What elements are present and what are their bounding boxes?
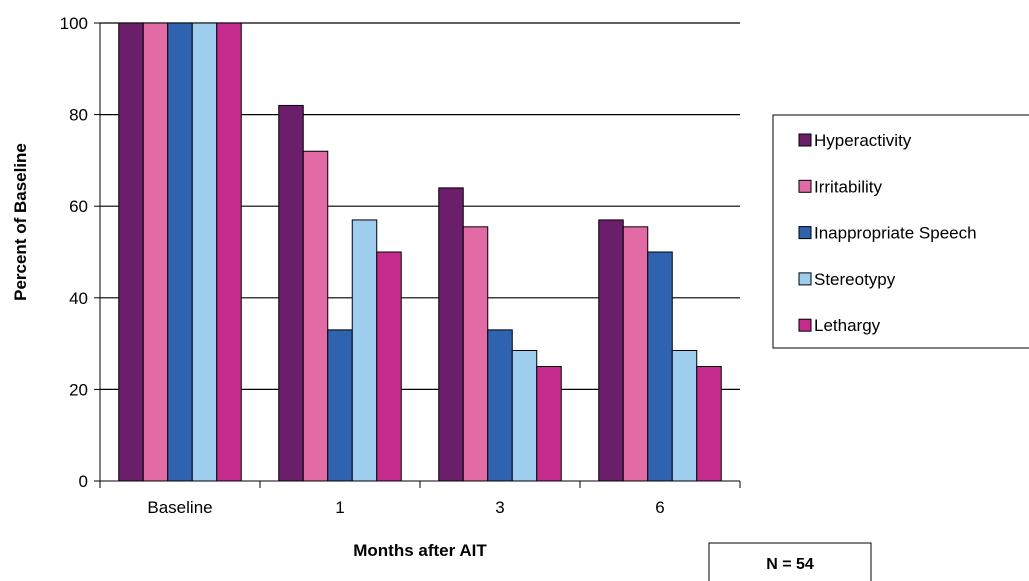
bar (351, 219, 378, 482)
bar (536, 366, 562, 482)
x-tick-label: 6 (655, 498, 664, 517)
bar (302, 150, 329, 482)
bar (278, 104, 304, 482)
bar (216, 22, 242, 482)
bar (696, 366, 722, 482)
y-tick-label: 80 (69, 106, 88, 125)
bar (167, 22, 193, 482)
legend-label: Lethargy (814, 316, 881, 335)
bar (622, 226, 649, 482)
bar (118, 22, 144, 482)
y-tick-label: 60 (69, 197, 88, 216)
bar (671, 349, 698, 482)
axes: 0 20 40 60 80 100 Baseline 1 3 6 (60, 14, 741, 517)
legend-swatch (798, 133, 812, 147)
bar (327, 329, 353, 482)
bar (511, 349, 538, 482)
legend-label: Inappropriate Speech (814, 224, 977, 243)
sample-size-label: N = 54 (766, 556, 814, 573)
x-tick-label: Baseline (147, 498, 212, 517)
legend-swatch (798, 318, 812, 332)
x-tick-label: 1 (335, 498, 344, 517)
legend-swatch (798, 226, 812, 240)
bar (487, 329, 513, 482)
legend: Hyperactivity Irritability Inappropriate S… (772, 114, 1029, 349)
bar (191, 22, 218, 482)
y-axis-title: Percent of Baseline (11, 143, 30, 301)
bars (118, 22, 722, 482)
legend-swatch (798, 179, 812, 193)
y-tick-label: 20 (69, 380, 88, 399)
legend-swatch (798, 272, 812, 286)
sample-size-frame (708, 542, 872, 581)
bar (462, 226, 489, 482)
y-tick-label: 100 (60, 14, 88, 33)
legend-label: Stereotypy (814, 270, 896, 289)
bar (598, 219, 624, 482)
y-tick-label: 40 (69, 289, 88, 308)
y-tick-label: 0 (79, 472, 88, 491)
x-tick-label: 3 (495, 498, 504, 517)
legend-label: Irritability (814, 177, 883, 196)
sample-size-box: N = 54 (708, 542, 872, 581)
bar (438, 187, 464, 482)
x-axis-title: Months after AIT (353, 541, 487, 560)
legend-label: Hyperactivity (814, 131, 912, 150)
legend-box (772, 114, 1029, 349)
bar (142, 22, 169, 482)
bar (376, 251, 402, 482)
bar (647, 251, 673, 482)
